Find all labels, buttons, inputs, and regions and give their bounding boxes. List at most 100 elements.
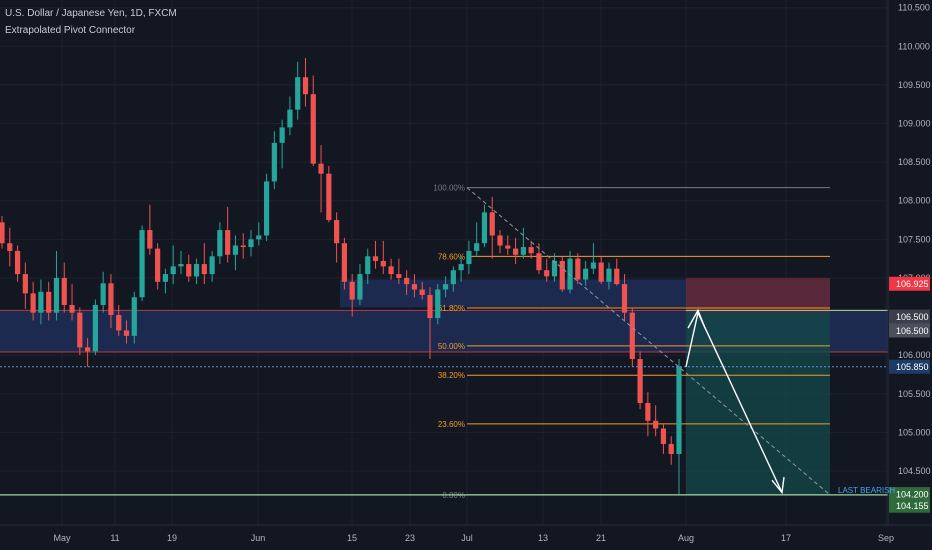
price-tick-label: 109.500 — [898, 80, 931, 90]
price-tick-label: 108.000 — [898, 196, 931, 206]
time-axis-bg — [0, 525, 932, 550]
candle-body — [341, 243, 347, 282]
price-tag — [889, 276, 930, 291]
time-tick-label: Sep — [878, 533, 894, 543]
candle-body — [442, 284, 449, 290]
candle-body — [271, 142, 277, 182]
candle-body — [7, 243, 13, 251]
time-tick-label: 11 — [110, 533, 119, 543]
candle-body — [598, 262, 604, 282]
candle-body — [435, 289, 441, 319]
price-tag — [889, 323, 930, 338]
candle-body — [248, 239, 254, 248]
candle-body — [372, 256, 379, 261]
candle-body — [505, 245, 511, 249]
time-tick-label: 15 — [347, 533, 357, 543]
indicator-title: Extrapolated Pivot Connector — [5, 25, 136, 36]
time-tick-label: May — [53, 533, 71, 543]
price-tick-label: 109.000 — [898, 119, 931, 129]
candle-body — [178, 264, 184, 267]
candle-body — [411, 284, 418, 290]
candle-body — [295, 77, 301, 110]
candle-body — [544, 270, 550, 277]
candle-body — [567, 258, 573, 290]
candle-body — [559, 260, 565, 290]
candle-body — [427, 294, 433, 319]
candle-body — [583, 268, 589, 280]
candle-body — [388, 266, 394, 275]
candle-body — [0, 222, 5, 244]
candle-body — [155, 248, 161, 282]
candle-body — [22, 274, 28, 294]
candle-body — [225, 230, 231, 255]
candle-body — [380, 260, 386, 267]
candle-body — [419, 289, 425, 295]
price-tick-label: 110.500 — [898, 3, 930, 13]
candle-body — [69, 304, 75, 313]
overlay — [0, 187, 888, 496]
candle-body — [256, 235, 262, 240]
candle-body — [240, 245, 246, 248]
candle-body — [474, 243, 480, 251]
candle-body — [404, 277, 410, 285]
fib-label: 23.60% — [438, 420, 465, 429]
price-tag — [889, 359, 930, 374]
candle-body — [193, 264, 200, 277]
candle-body — [660, 428, 667, 444]
time-axis: May 11 19 Jun 15 23 Jul 13 21 Aug 17 Sep — [0, 524, 932, 550]
candle-body — [100, 283, 106, 305]
zones — [0, 277, 888, 495]
price-tag-label: 106.925 — [896, 279, 929, 289]
candle-body — [512, 248, 519, 255]
candle-body — [30, 293, 36, 313]
candle-body — [668, 443, 674, 454]
candle-body — [287, 109, 293, 128]
candle-body — [131, 297, 137, 336]
candle-body — [528, 247, 534, 254]
time-tick-label: Aug — [678, 533, 694, 543]
price-tag — [889, 487, 930, 502]
candle-body — [84, 347, 91, 352]
candle-body — [53, 277, 60, 313]
candle-body — [162, 274, 169, 282]
time-tick-label: Jun — [251, 533, 266, 543]
candle-body — [466, 250, 472, 265]
candle-body — [606, 268, 612, 282]
candle-body — [302, 77, 309, 95]
price-tag-label: 106.500 — [896, 326, 929, 336]
time-tick-label: 23 — [405, 533, 415, 543]
candle-body — [396, 274, 402, 278]
price-tick-label: 108.500 — [898, 157, 931, 167]
fib-label: 61.80% — [438, 304, 465, 313]
candle-body — [263, 181, 270, 236]
candle-body — [38, 291, 44, 313]
arrowhead-up — [687, 308, 706, 329]
fib-label: 78.60% — [438, 252, 465, 261]
candle-body — [536, 253, 542, 271]
price-tag-label: 106.500 — [896, 312, 929, 322]
candle-body — [653, 420, 659, 429]
candle-body — [326, 173, 332, 221]
pivot-connector-line — [466, 187, 831, 496]
candle-body — [621, 284, 628, 313]
price-tag-label: 104.200 — [896, 490, 929, 500]
candle-body — [92, 304, 98, 352]
last-bearish-label: LAST BEARISH — [838, 486, 895, 495]
candle-body — [520, 247, 526, 255]
trade-path-arrow — [685, 310, 783, 493]
candle-body — [123, 330, 130, 336]
fib-label: 50.00% — [438, 342, 465, 351]
price-tag — [889, 498, 930, 513]
candle-body — [481, 212, 488, 244]
candle-body — [279, 127, 285, 143]
candle-body — [318, 163, 324, 174]
candle-body — [139, 230, 145, 298]
candles — [0, 57, 682, 495]
candle-body — [209, 256, 215, 275]
price-tick-label: 104.500 — [898, 466, 931, 476]
candle-body — [310, 94, 316, 164]
take-profit-box — [686, 312, 830, 495]
candle-body — [46, 291, 52, 313]
candle-body — [116, 315, 122, 331]
